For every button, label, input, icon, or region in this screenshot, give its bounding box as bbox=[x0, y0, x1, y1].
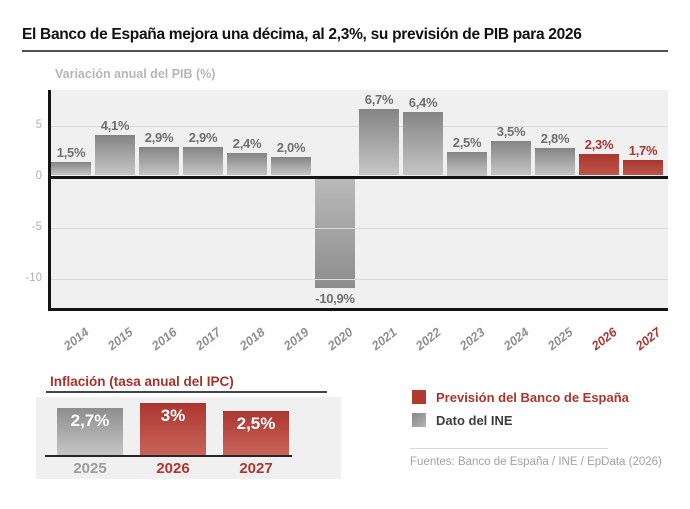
gdp-x-tick-2024: 2024 bbox=[501, 325, 532, 354]
gdp-x-tick-2015: 2015 bbox=[105, 325, 136, 354]
gdp-x-tick-2017: 2017 bbox=[193, 325, 224, 354]
gdp-x-tick-2018: 2018 bbox=[237, 325, 268, 354]
gdp-x-tick-2027: 2027 bbox=[633, 325, 664, 354]
gdp-bar-2025 bbox=[535, 148, 575, 176]
gdp-bar-2026 bbox=[579, 153, 619, 176]
gdp-bar-value-2021: 6,7% bbox=[364, 91, 394, 107]
gdp-zero-line bbox=[48, 175, 668, 179]
gdp-plot-bottom-border bbox=[48, 308, 668, 311]
gdp-x-tick-2023: 2023 bbox=[457, 325, 488, 354]
source-divider bbox=[410, 448, 608, 449]
gdp-bar-2018 bbox=[227, 152, 267, 176]
gdp-x-tick-2025: 2025 bbox=[545, 325, 576, 354]
gdp-y-tick-label: 0 bbox=[35, 170, 42, 182]
inflation-bar-value-2025: 2,7% bbox=[70, 410, 110, 430]
legend-swatch-ine bbox=[412, 413, 426, 427]
gdp-gridline bbox=[50, 278, 668, 280]
inflation-x-tick-2027: 2027 bbox=[239, 460, 273, 477]
legend-label-forecast: Previsión del Banco de España bbox=[436, 390, 629, 405]
gdp-x-tick-2016: 2016 bbox=[149, 325, 180, 354]
title-underline bbox=[22, 50, 668, 52]
inflation-chart-title: Inflación (tasa anual del IPC) bbox=[50, 374, 234, 389]
gdp-bar-2016 bbox=[139, 147, 179, 176]
gdp-y-axis-line bbox=[48, 90, 51, 310]
gdp-bar-value-2014: 1,5% bbox=[56, 144, 86, 160]
gdp-bar-2020 bbox=[315, 179, 355, 289]
gdp-bar-value-2027: 1,7% bbox=[628, 142, 658, 158]
gdp-gridline bbox=[50, 227, 668, 229]
gdp-bar-value-2017: 2,9% bbox=[188, 130, 218, 146]
gdp-bar-value-2023: 2,5% bbox=[452, 134, 482, 150]
gdp-bar-2024 bbox=[491, 141, 531, 176]
inflation-baseline bbox=[45, 455, 292, 457]
gdp-bar-2017 bbox=[183, 147, 223, 176]
gdp-x-tick-2021: 2021 bbox=[369, 325, 400, 354]
gdp-bar-2022 bbox=[403, 111, 443, 176]
inflation-bar-value-2026: 3% bbox=[160, 405, 186, 425]
gdp-bar-2019 bbox=[271, 156, 311, 176]
legend-swatch-forecast bbox=[412, 390, 426, 404]
gdp-bar-2023 bbox=[447, 151, 487, 176]
inflation-bar-2027 bbox=[223, 411, 289, 455]
gdp-bar-value-2015: 4,1% bbox=[100, 118, 130, 134]
gdp-x-tick-2026: 2026 bbox=[589, 325, 620, 354]
gdp-x-tick-2014: 2014 bbox=[61, 325, 92, 354]
gdp-bar-value-2016: 2,9% bbox=[144, 130, 174, 146]
legend-label-ine: Dato del INE bbox=[436, 413, 513, 428]
gdp-bar-value-2024: 3,5% bbox=[496, 124, 526, 140]
gdp-y-tick-label: -10 bbox=[25, 272, 42, 284]
inflation-title-underline bbox=[46, 391, 327, 393]
gdp-bar-2021 bbox=[359, 108, 399, 176]
gdp-bar-value-2026: 2,3% bbox=[584, 136, 614, 152]
gdp-bar-value-2019: 2,0% bbox=[276, 139, 306, 155]
inflation-bar-2026 bbox=[140, 402, 206, 455]
gdp-bar-value-2020: -10,9% bbox=[315, 291, 355, 307]
page-title: El Banco de España mejora una décima, al… bbox=[22, 26, 582, 43]
gdp-x-tick-2022: 2022 bbox=[413, 325, 444, 354]
gdp-bar-value-2018: 2,4% bbox=[232, 135, 262, 151]
gdp-bar-value-2022: 6,4% bbox=[408, 94, 438, 110]
gdp-bar-2027 bbox=[623, 159, 663, 176]
inflation-x-tick-2026: 2026 bbox=[156, 460, 190, 477]
inflation-x-tick-2025: 2025 bbox=[73, 460, 107, 477]
gdp-y-tick-label: 5 bbox=[35, 119, 42, 131]
inflation-bar-value-2027: 2,5% bbox=[236, 414, 276, 434]
source-text: Fuentes: Banco de España / INE / EpData … bbox=[410, 456, 662, 468]
gdp-chart-subtitle: Variación anual del PIB (%) bbox=[55, 67, 216, 81]
gdp-bar-value-2025: 2,8% bbox=[540, 131, 570, 147]
gdp-bar-2015 bbox=[95, 135, 135, 176]
gdp-bar-2014 bbox=[51, 161, 91, 176]
gdp-y-tick-label: -5 bbox=[31, 221, 42, 233]
gdp-x-tick-2019: 2019 bbox=[281, 325, 312, 354]
inflation-bar-2025 bbox=[57, 407, 123, 455]
gdp-x-tick-2020: 2020 bbox=[325, 325, 356, 354]
